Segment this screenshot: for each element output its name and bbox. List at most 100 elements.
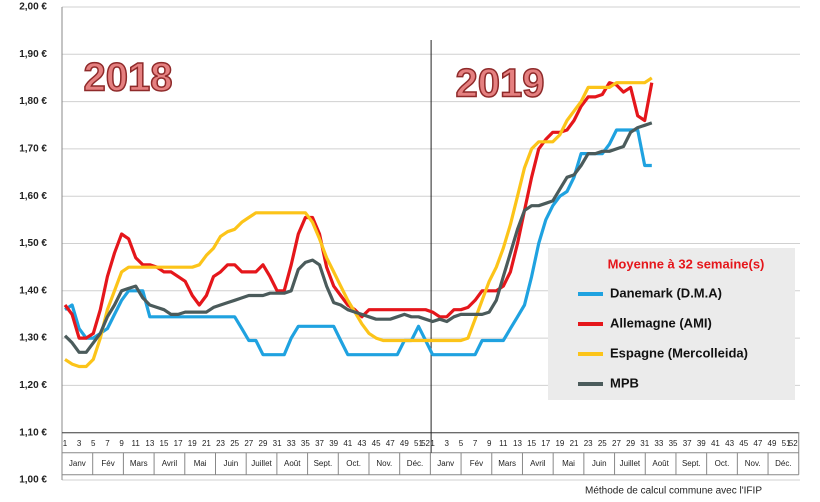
month-label: Avril — [530, 459, 546, 468]
x-tick-label: 33 — [287, 439, 296, 448]
x-tick-label: 19 — [188, 439, 197, 448]
y-tick-label: 2,00 € — [19, 2, 47, 13]
x-tick-label: 47 — [753, 439, 762, 448]
month-label: Déc. — [775, 459, 791, 468]
x-tick-label: 3 — [445, 439, 450, 448]
x-tick-label: 37 — [315, 439, 324, 448]
x-tick-label: 23 — [584, 439, 593, 448]
x-tick-label: 43 — [725, 439, 734, 448]
x-tick-label: 39 — [329, 439, 338, 448]
y-tick-label: 1,80 € — [19, 96, 47, 107]
month-label: Oct. — [715, 459, 730, 468]
x-tick-label: 31 — [640, 439, 649, 448]
month-label: Juin — [223, 459, 238, 468]
legend-label: Danemark (D.M.A) — [610, 285, 722, 300]
month-label: Fév — [101, 459, 114, 468]
x-tick-label: 15 — [527, 439, 536, 448]
x-tick-label: 45 — [739, 439, 748, 448]
x-tick-label: 52 — [789, 439, 798, 448]
x-tick-label: 5 — [459, 439, 464, 448]
y-tick-label: 1,70 € — [19, 144, 47, 155]
series-line — [63, 121, 653, 354]
x-tick-label: 49 — [768, 439, 777, 448]
y-tick-label: 1,10 € — [19, 427, 47, 438]
series-line — [64, 128, 652, 357]
annotation: 2019 — [456, 62, 545, 106]
x-tick-label: 13 — [145, 439, 154, 448]
x-tick-label: 11 — [132, 439, 141, 448]
x-tick-label: 1 — [63, 439, 68, 448]
legend-label: Espagne (Mercolleida) — [610, 345, 748, 360]
x-tick-label: 3 — [77, 439, 82, 448]
legend-title: Moyenne à 32 semaine(s) — [608, 256, 765, 271]
x-tick-label: 19 — [555, 439, 564, 448]
month-label: Mai — [194, 459, 207, 468]
series-line — [64, 76, 653, 369]
month-label: Oct. — [346, 459, 361, 468]
month-label: Déc. — [407, 459, 423, 468]
x-tick-label: 45 — [372, 439, 381, 448]
month-label: Août — [652, 459, 669, 468]
month-label: Sept. — [682, 459, 701, 468]
x-tick-label: 25 — [230, 439, 239, 448]
month-label: Avril — [162, 459, 178, 468]
x-tick-label: 9 — [487, 439, 492, 448]
month-label: Janv — [437, 459, 454, 468]
x-tick-label: 5 — [91, 439, 96, 448]
x-tick-label: 17 — [174, 439, 183, 448]
x-tick-label: 51 — [414, 439, 423, 448]
month-label: Sept. — [314, 459, 333, 468]
y-tick-label: 1,90 € — [19, 49, 47, 60]
legend-label: MPB — [610, 375, 639, 390]
footnote: Méthode de calcul commune avec l'IFIP — [585, 486, 762, 497]
x-tick-label: 51 — [782, 439, 791, 448]
x-tick-label: 52 — [421, 439, 430, 448]
annotation: 2018 — [84, 56, 173, 100]
x-tick-label: 35 — [301, 439, 310, 448]
month-label: Nov. — [745, 459, 761, 468]
x-tick-label: 29 — [259, 439, 268, 448]
y-tick-label: 1,60 € — [19, 191, 47, 202]
x-tick-label: 29 — [626, 439, 635, 448]
x-tick-label: 49 — [400, 439, 409, 448]
month-label: Fév — [470, 459, 483, 468]
y-tick-label: 1,50 € — [19, 238, 47, 249]
x-tick-label: 33 — [654, 439, 663, 448]
x-tick-label: 1 — [430, 439, 435, 448]
x-tick-label: 31 — [273, 439, 282, 448]
x-tick-label: 41 — [343, 439, 352, 448]
y-tick-label: 1,00 € — [19, 475, 47, 486]
x-tick-label: 47 — [386, 439, 395, 448]
month-label: Juillet — [251, 459, 272, 468]
month-label: Mars — [498, 459, 516, 468]
x-tick-label: 27 — [612, 439, 621, 448]
month-label: Juin — [592, 459, 607, 468]
legend-label: Allemagne (AMI) — [610, 315, 712, 330]
x-tick-label: 39 — [697, 439, 706, 448]
x-tick-label: 21 — [202, 439, 211, 448]
x-tick-label: 27 — [244, 439, 253, 448]
x-tick-label: 11 — [499, 439, 508, 448]
x-tick-label: 7 — [473, 439, 478, 448]
month-label: Mai — [562, 459, 575, 468]
y-tick-label: 1,30 € — [19, 333, 47, 344]
x-tick-label: 23 — [216, 439, 225, 448]
x-tick-label: 41 — [711, 439, 720, 448]
x-tick-label: 9 — [119, 439, 124, 448]
x-tick-label: 17 — [541, 439, 550, 448]
x-tick-label: 37 — [683, 439, 692, 448]
x-tick-label: 15 — [160, 439, 169, 448]
x-tick-label: 7 — [105, 439, 110, 448]
x-tick-label: 35 — [669, 439, 678, 448]
x-tick-label: 43 — [357, 439, 366, 448]
y-tick-label: 1,40 € — [19, 285, 47, 296]
month-label: Mars — [130, 459, 148, 468]
month-label: Août — [284, 459, 301, 468]
x-tick-label: 25 — [598, 439, 607, 448]
month-label: Nov. — [376, 459, 392, 468]
x-tick-label: 13 — [513, 439, 522, 448]
month-label: Janv — [69, 459, 86, 468]
month-label: Juillet — [620, 459, 641, 468]
x-tick-label: 21 — [570, 439, 579, 448]
